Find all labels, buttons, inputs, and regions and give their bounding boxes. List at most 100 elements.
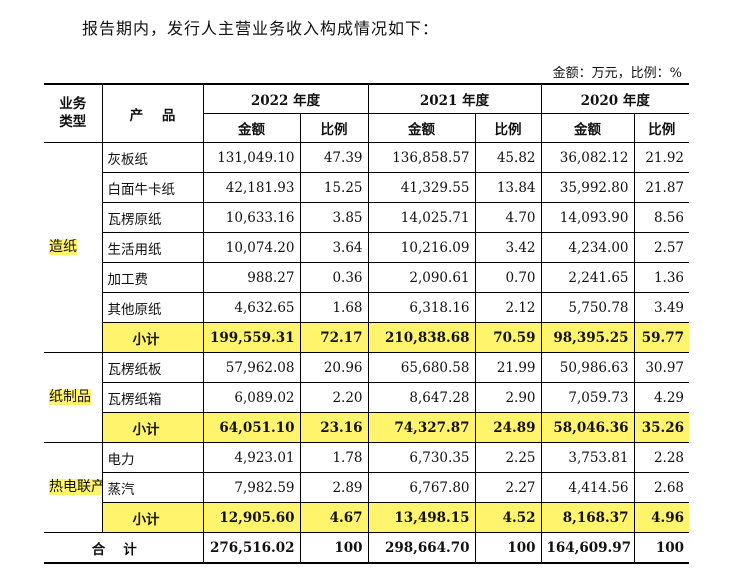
ratio-cell: 2.12 (474, 292, 542, 323)
amount-cell: 4,632.65 (202, 292, 301, 323)
subtotal-ratio: 24.89 (474, 412, 542, 443)
total-amount: 298,664.70 (367, 532, 476, 564)
total-ratio: 100 (474, 532, 542, 564)
revenue-table: 业务类型 产 品 2022 年度 2021 年度 2020 年度 金额 比例 金… (44, 83, 689, 564)
ratio-cell: 0.70 (474, 262, 542, 293)
amount-cell: 7,059.73 (540, 382, 635, 413)
ratio-cell: 4.29 (633, 382, 689, 413)
amount-cell: 65,680.58 (367, 352, 476, 383)
product-name: 瓦楞纸箱 (102, 382, 204, 413)
subtotal-amount: 12,905.60 (202, 502, 301, 533)
subtotal-ratio: 4.96 (633, 502, 689, 533)
ratio-cell: 3.85 (299, 202, 369, 233)
amount-cell: 42,181.93 (202, 172, 301, 203)
subtotal-amount: 13,498.15 (367, 502, 476, 533)
table-body: 造纸 灰板纸 131,049.10 47.39 136,858.57 45.82 36,08… (44, 142, 689, 564)
ratio-cell: 8.56 (633, 202, 689, 233)
header-type: 业务类型 (44, 83, 103, 143)
table-row: 热电联产 电力 4,923.01 1.78 6,730.35 2.25 3,753.81 2.… (44, 442, 689, 533)
ratio-cell: 2.20 (299, 382, 369, 413)
header-year-2021: 2021 年度 (367, 83, 542, 114)
ratio-cell: 1.36 (633, 262, 689, 293)
ratio-cell: 2.90 (474, 382, 542, 413)
total-amount: 164,609.97 (540, 532, 635, 564)
amount-cell: 6,089.02 (202, 382, 301, 413)
table-row: 纸制品 瓦楞纸板 57,962.08 20.96 65,680.58 21.99 50,98… (44, 352, 689, 443)
ratio-cell: 21.87 (633, 172, 689, 203)
ratio-cell: 13.84 (474, 172, 542, 203)
amount-cell: 6,767.80 (367, 472, 476, 503)
ratio-cell: 2.68 (633, 472, 689, 503)
ratio-cell: 45.82 (474, 142, 542, 173)
table-row: 加工费 988.27 0.36 2,090.61 0.70 2,241.65 1.36 (44, 262, 689, 293)
total-ratio: 100 (633, 532, 689, 564)
subtotal-label: 小计 (102, 502, 204, 533)
subtotal-row: 小计 12,905.60 4.67 13,498.15 4.52 8,168.37 4.96 (44, 502, 689, 533)
ratio-cell: 2.89 (299, 472, 369, 503)
amount-cell: 4,414.56 (540, 472, 635, 503)
ratio-cell: 21.92 (633, 142, 689, 173)
header-amount: 金额 (540, 113, 635, 143)
subtotal-ratio: 70.59 (474, 322, 542, 353)
amount-cell: 6,318.16 (367, 292, 476, 323)
amount-cell: 14,093.90 (540, 202, 635, 233)
amount-cell: 10,074.20 (202, 232, 301, 263)
header-year-2020: 2020 年度 (540, 83, 689, 114)
header-ratio: 比例 (633, 113, 689, 143)
product-name: 其他原纸 (102, 292, 204, 323)
table-row: 其他原纸 4,632.65 1.68 6,318.16 2.12 5,750.78 3.49 (44, 292, 689, 323)
subtotal-amount: 74,327.87 (367, 412, 476, 443)
total-label: 合计 (44, 532, 204, 564)
category-cell: 造纸 (44, 142, 103, 353)
ratio-cell: 4.70 (474, 202, 542, 233)
header-ratio: 比例 (299, 113, 369, 143)
total-amount: 276,516.02 (202, 532, 301, 564)
amount-cell: 7,982.59 (202, 472, 301, 503)
total-ratio: 100 (299, 532, 369, 564)
subtotal-label: 小计 (102, 412, 204, 443)
subtotal-ratio: 35.26 (633, 412, 689, 443)
table-row: 白面牛卡纸 42,181.93 15.25 41,329.55 13.84 35,992.… (44, 172, 689, 203)
ratio-cell: 1.68 (299, 292, 369, 323)
subtotal-amount: 210,838.68 (367, 322, 476, 353)
ratio-cell: 3.64 (299, 232, 369, 263)
ratio-cell: 2.57 (633, 232, 689, 263)
ratio-cell: 47.39 (299, 142, 369, 173)
amount-cell: 57,962.08 (202, 352, 301, 383)
amount-cell: 131,049.10 (202, 142, 301, 173)
ratio-cell: 20.96 (299, 352, 369, 383)
amount-cell: 36,082.12 (540, 142, 635, 173)
table-row: 生活用纸 10,074.20 3.64 10,216.09 3.42 4,234.00 2.… (44, 232, 689, 263)
amount-cell: 10,216.09 (367, 232, 476, 263)
ratio-cell: 2.27 (474, 472, 542, 503)
ratio-cell: 1.78 (299, 442, 369, 473)
amount-cell: 6,730.35 (367, 442, 476, 473)
ratio-cell: 2.28 (633, 442, 689, 473)
amount-cell: 41,329.55 (367, 172, 476, 203)
category-label: 造纸 (49, 239, 77, 256)
subtotal-amount: 98,395.25 (540, 322, 635, 353)
header-product: 产 品 (101, 83, 204, 143)
header-amount: 金额 (203, 113, 301, 143)
amount-cell: 3,753.81 (540, 442, 635, 473)
amount-cell: 2,090.61 (367, 262, 476, 293)
ratio-cell: 21.99 (474, 352, 542, 383)
amount-cell: 14,025.71 (367, 202, 476, 233)
subtotal-row: 小计 64,051.10 23.16 74,327.87 24.89 58,046.36 3… (44, 412, 689, 443)
subtotal-label: 小计 (102, 322, 204, 353)
ratio-cell: 15.25 (299, 172, 369, 203)
product-name: 加工费 (102, 262, 204, 293)
subtotal-row: 小计 199,559.31 72.17 210,838.68 70.59 98,395.2… (44, 322, 689, 353)
subtotal-ratio: 23.16 (299, 412, 369, 443)
product-name: 灰板纸 (101, 142, 204, 173)
amount-cell: 988.27 (202, 262, 301, 293)
product-name: 电力 (101, 442, 204, 473)
subtotal-ratio: 72.17 (299, 322, 369, 353)
subtotal-ratio: 4.52 (474, 502, 542, 533)
subtotal-amount: 8,168.37 (540, 502, 635, 533)
ratio-cell: 3.42 (474, 232, 542, 263)
category-label: 纸制品 (49, 389, 91, 406)
product-name: 蒸汽 (102, 472, 204, 503)
ratio-cell: 3.49 (633, 292, 689, 323)
product-name: 白面牛卡纸 (102, 172, 204, 203)
